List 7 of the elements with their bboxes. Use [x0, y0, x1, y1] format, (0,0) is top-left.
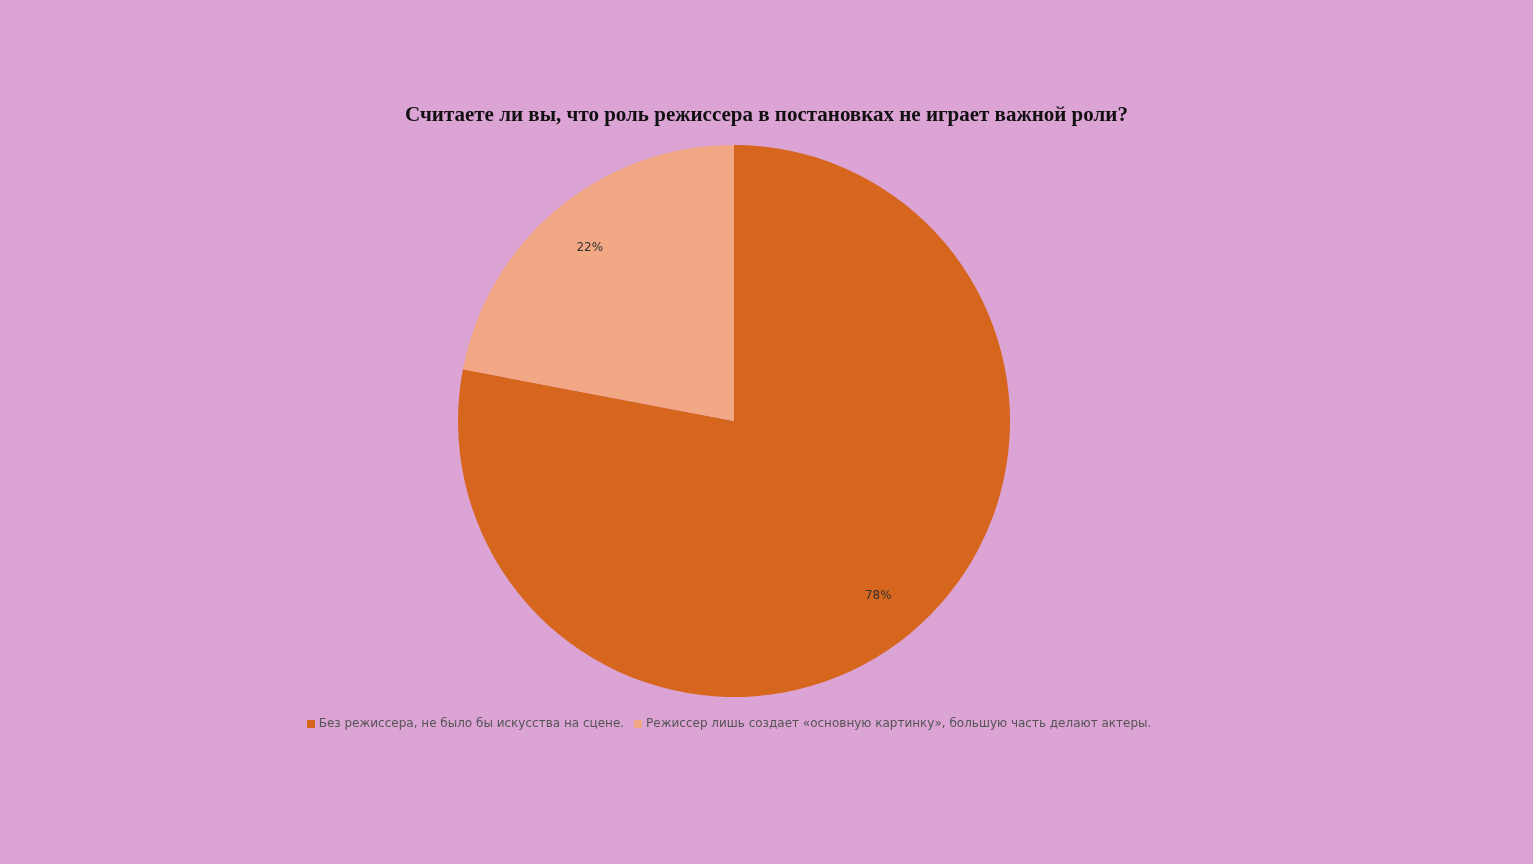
legend-label: Без режиссера, не было бы искусства на сцене. — [318, 716, 625, 730]
pie-slice — [462, 145, 734, 421]
data-label: 22% — [576, 239, 604, 254]
data-label: 78% — [864, 588, 892, 603]
pie-slice — [458, 145, 1010, 697]
legend-label: Режиссер лишь создает «основную картинку», большую часть делают актеры. — [646, 716, 1152, 730]
chart-title: Считаете ли вы, что роль режиссера в постановках не играет важной роли? — [404, 102, 1129, 127]
